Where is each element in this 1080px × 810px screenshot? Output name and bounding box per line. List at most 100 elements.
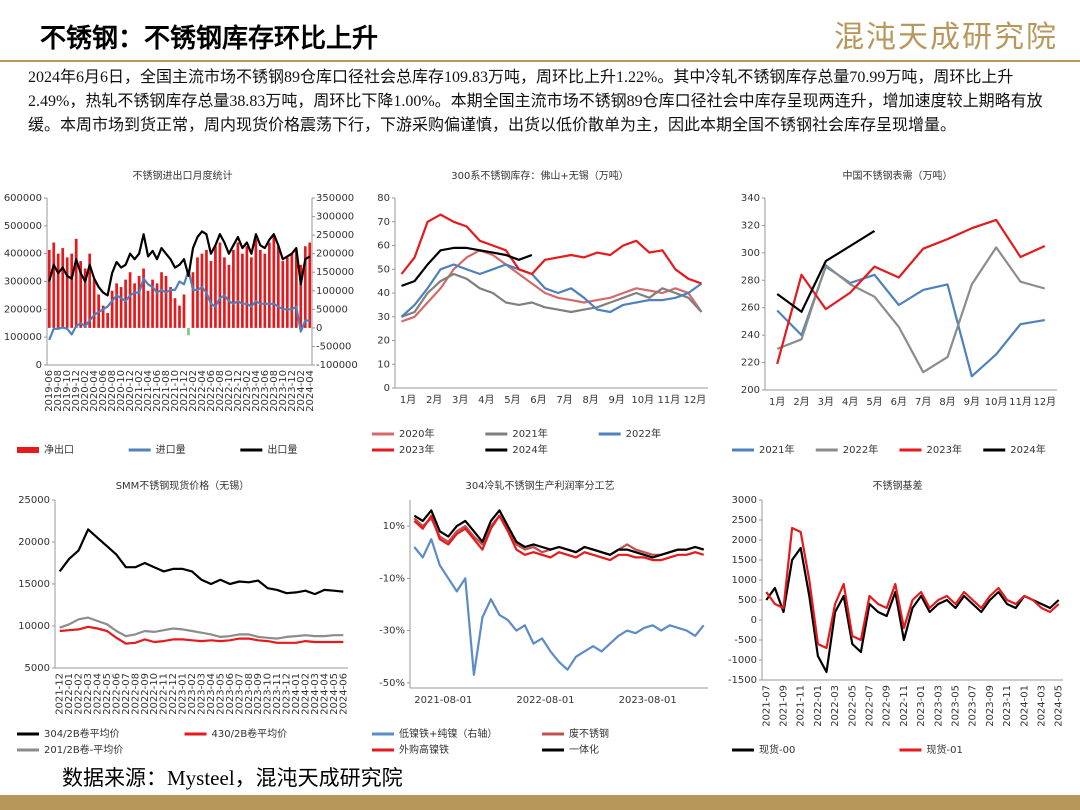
x-tick-label: 2023-09	[253, 673, 264, 715]
y-tick-label: 280	[741, 275, 760, 286]
bar	[303, 246, 307, 328]
y-tick-label: 300000	[4, 277, 42, 288]
bar	[250, 257, 253, 328]
legend-label: 2023年	[399, 443, 434, 456]
y2-tick-label: 100000	[316, 286, 354, 297]
chart: 不锈钢进出口月度统计 0 100000 200000 300000 400000 50000…	[4, 169, 358, 456]
x-tick-label: 2023-08	[244, 673, 255, 715]
x-tick-label: 2021-11	[796, 685, 807, 727]
x-tick-label: 2022-02	[188, 370, 199, 412]
bar	[200, 253, 204, 328]
x-tick-label: 11月	[658, 394, 681, 406]
bar	[124, 279, 127, 328]
page-title: 不锈钢：不锈钢库存环比上升	[40, 24, 379, 54]
line	[59, 625, 344, 645]
line	[401, 246, 533, 287]
legend-label: 净出口	[44, 443, 74, 456]
bar	[294, 249, 298, 328]
x-tick-label: 2022-01	[813, 685, 824, 727]
line	[413, 509, 705, 559]
bar	[178, 305, 181, 328]
line	[48, 269, 310, 341]
bar	[146, 290, 150, 328]
bar	[173, 298, 177, 328]
x-tick-label: 2023-05	[215, 673, 226, 715]
bar	[155, 283, 159, 328]
bar	[299, 264, 303, 328]
bar	[119, 287, 123, 328]
x-tick-label: 11月	[1009, 396, 1032, 408]
legend-label: 2022年	[626, 427, 661, 440]
x-tick-label: 2024-03	[1037, 685, 1048, 727]
x-tick-label: 7月	[556, 394, 572, 406]
bar	[263, 253, 267, 328]
x-tick-label: 2022-04	[93, 673, 104, 715]
x-tick-label: 2022-10	[224, 370, 235, 412]
bar	[209, 261, 213, 328]
x-tick-label: 2019-10	[62, 370, 73, 412]
x-tick-label: 8月	[939, 396, 955, 408]
y2-tick-label: -100000	[316, 360, 358, 371]
x-tick-label: 2020-02	[80, 370, 91, 412]
x-tick-label: 2023-10	[278, 370, 289, 412]
x-tick-label: 3月	[818, 396, 834, 408]
bar	[196, 257, 199, 328]
x-tick-label: 2021-04	[143, 370, 154, 412]
chart-title: 300系不锈钢库存：佛山+无锡（万吨）	[451, 169, 628, 182]
line	[413, 514, 705, 562]
x-tick-label: 2019-08	[53, 370, 64, 412]
bar	[160, 272, 163, 328]
summary: 2024年6月6日，全国主流市场不锈钢89仓库口径社会总库存109.83万吨，周…	[28, 69, 1043, 134]
y-tick-label: 70	[377, 217, 390, 228]
y-tick-label: 10	[377, 359, 390, 370]
x-tick-label: 2020-12	[125, 370, 136, 412]
legend-label: 2024年	[1010, 443, 1045, 456]
bar	[133, 283, 136, 328]
line	[58, 528, 344, 596]
x-tick-label: 2023-10	[263, 673, 274, 715]
legend-label: 430/2B卷平均价	[212, 727, 288, 740]
y2-tick-label: 350000	[316, 193, 354, 204]
bar	[267, 242, 271, 328]
line	[401, 249, 703, 323]
y2-tick-label: 0	[316, 323, 322, 334]
y-tick-label: 200000	[4, 304, 42, 315]
x-tick-label: 2023-08-01	[619, 695, 677, 706]
y-tick-label: 0	[384, 383, 390, 394]
bar	[70, 253, 74, 328]
x-tick-label: 2024-02	[296, 370, 307, 412]
x-tick-label: 2024-03	[310, 673, 321, 715]
x-tick-label: 12月	[1033, 396, 1056, 408]
bar	[223, 257, 226, 328]
line	[413, 538, 705, 676]
bar	[88, 253, 92, 328]
y-tick-label: -1000	[728, 655, 757, 666]
y2-tick-label: 150000	[316, 267, 354, 278]
bar	[47, 249, 51, 328]
x-tick-label: 2021-02	[134, 370, 145, 412]
bar	[232, 249, 235, 328]
x-tick-label: 2023-04	[251, 370, 262, 412]
bar	[191, 272, 195, 328]
x-tick-label: 2024-06	[338, 673, 349, 715]
bar	[272, 235, 276, 328]
bar	[187, 327, 190, 336]
x-tick-label: 2024-04	[305, 370, 316, 412]
x-tick-label: 9月	[964, 396, 980, 408]
x-tick-label: 2023-04	[206, 673, 217, 715]
bar	[218, 242, 222, 328]
y2-tick-label: -50000	[316, 341, 351, 352]
y-tick-label: 40	[377, 288, 390, 299]
y-tick-label: 500	[738, 595, 757, 606]
y-tick-label: -30%	[379, 626, 405, 637]
x-tick-label: 2023-07	[968, 685, 979, 727]
chart-title: 304冷轧不锈钢生产利润率分工艺	[465, 479, 614, 492]
y-tick-label: 240	[741, 330, 760, 341]
bar	[236, 242, 240, 328]
y-tick-label: 50	[377, 264, 390, 275]
x-tick-label: 2022-05	[847, 685, 858, 727]
bar	[128, 272, 132, 328]
bar	[110, 290, 114, 328]
x-tick-label: 2023-01	[178, 673, 189, 715]
